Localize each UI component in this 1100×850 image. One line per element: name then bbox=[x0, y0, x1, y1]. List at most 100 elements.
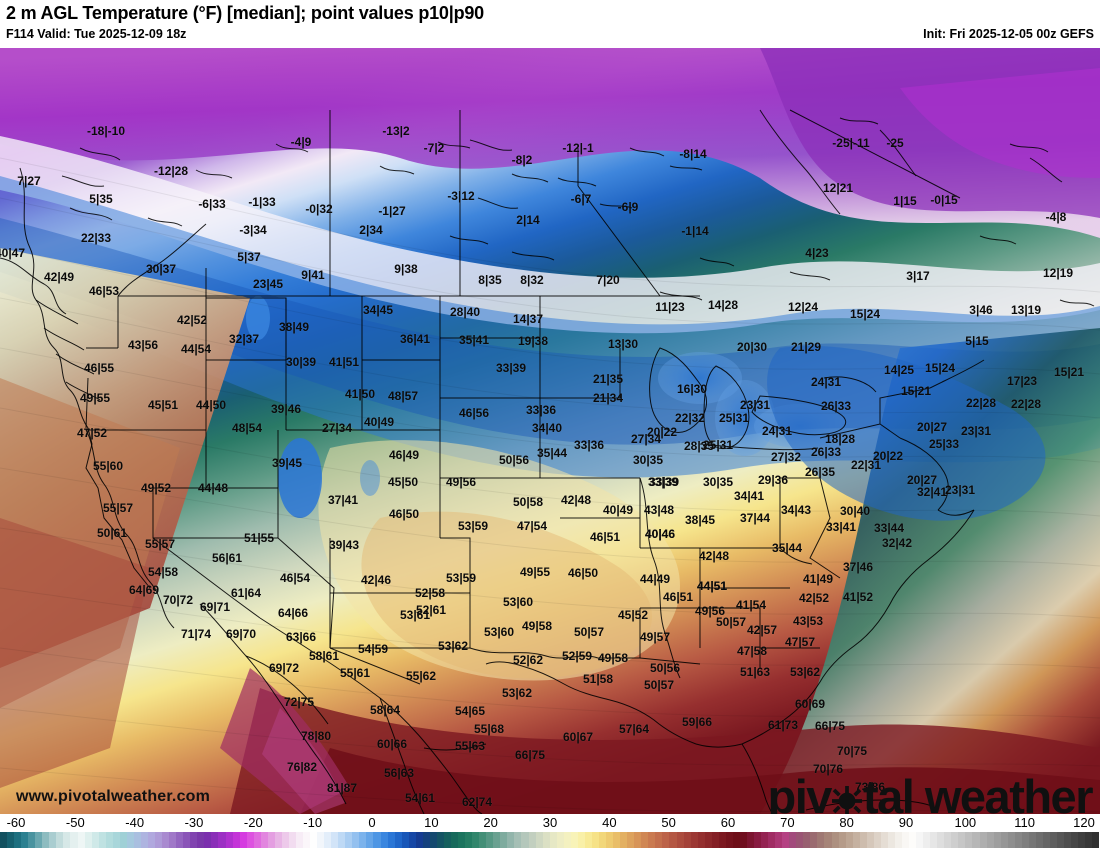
colorbar-segment bbox=[704, 832, 712, 848]
colorbar-segment bbox=[84, 832, 92, 848]
colorbar-segment bbox=[176, 832, 184, 848]
colorbar-segment bbox=[782, 832, 790, 848]
colorbar-segment bbox=[401, 832, 409, 848]
colorbar-segment bbox=[627, 832, 635, 848]
colorbar-segment bbox=[77, 832, 85, 848]
colorbar-segment bbox=[415, 832, 423, 848]
colorbar-segment bbox=[500, 832, 508, 848]
page-title: 2 m AGL Temperature (°F) [median]; point… bbox=[6, 3, 484, 23]
colorbar-segment bbox=[303, 832, 311, 848]
colorbar-segment bbox=[28, 832, 36, 848]
colorbar-segment bbox=[366, 832, 374, 848]
colorbar-segment bbox=[909, 832, 917, 848]
colorbar-segment bbox=[486, 832, 494, 848]
colorbar-segment bbox=[549, 832, 557, 848]
colorbar-segment bbox=[951, 832, 959, 848]
colorbar-segment bbox=[352, 832, 360, 848]
colorbar-segment bbox=[754, 832, 762, 848]
colorbar-segment bbox=[310, 832, 318, 848]
colorbar-segment bbox=[1000, 832, 1008, 848]
colorbar-segment bbox=[253, 832, 261, 848]
colorbar-segment bbox=[140, 832, 148, 848]
colorbar-segment bbox=[281, 832, 289, 848]
colorbar-segment bbox=[937, 832, 945, 848]
colorbar-segment bbox=[972, 832, 980, 848]
colorbar-segment bbox=[1007, 832, 1015, 848]
colorbar-segment bbox=[768, 832, 776, 848]
colorbar-segment bbox=[324, 832, 332, 848]
colorbar-segment bbox=[718, 832, 726, 848]
colorbar-tick-label: 70 bbox=[780, 815, 795, 830]
colorbar-segment bbox=[958, 832, 966, 848]
colorbar-segment bbox=[676, 832, 684, 848]
colorbar-segment bbox=[507, 832, 515, 848]
map-header: 2 m AGL Temperature (°F) [median]; point… bbox=[0, 0, 1100, 48]
colorbar-segment bbox=[239, 832, 247, 848]
colorbar-segment bbox=[211, 832, 219, 848]
colorbar-segment bbox=[944, 832, 952, 848]
colorbar-segment bbox=[246, 832, 254, 848]
colorbar-segment bbox=[831, 832, 839, 848]
colorbar-segment bbox=[338, 832, 346, 848]
colorbar-segment bbox=[225, 832, 233, 848]
colorbar-segment bbox=[873, 832, 881, 848]
colorbar-segment bbox=[451, 832, 459, 848]
colorbar-tick-label: 0 bbox=[368, 815, 376, 830]
colorbar-segment bbox=[662, 832, 670, 848]
colorbar-segment bbox=[810, 832, 818, 848]
colorbar-segment bbox=[1078, 832, 1086, 848]
map-raster bbox=[0, 48, 1100, 814]
logo-text-a: piv bbox=[767, 770, 833, 814]
colorbar-segment bbox=[986, 832, 994, 848]
colorbar-tick-label: 80 bbox=[839, 815, 854, 830]
temperature-map[interactable]: -18|-10 7|27 -12|28 5|35 -6|33 -1|33 -0|32 -3|3… bbox=[0, 48, 1100, 814]
colorbar-segment bbox=[35, 832, 43, 848]
colorbar-tick-label: -50 bbox=[65, 815, 85, 830]
colorbar-segment bbox=[916, 832, 924, 848]
colorbar-segment bbox=[789, 832, 797, 848]
colorbar-segment bbox=[169, 832, 177, 848]
colorbar-segment bbox=[133, 832, 141, 848]
colorbar-segment bbox=[443, 832, 451, 848]
colorbar-tick-label: 20 bbox=[483, 815, 498, 830]
colorbar-segment bbox=[725, 832, 733, 848]
colorbar-segment bbox=[21, 832, 29, 848]
colorbar[interactable] bbox=[0, 832, 1100, 848]
colorbar-segment bbox=[14, 832, 22, 848]
colorbar-segment bbox=[979, 832, 987, 848]
colorbar-segment bbox=[556, 832, 564, 848]
colorbar-tick-label: -20 bbox=[243, 815, 263, 830]
colorbar-segment bbox=[514, 832, 522, 848]
colorbar-segment bbox=[761, 832, 769, 848]
colorbar-segment bbox=[803, 832, 811, 848]
colorbar-segment bbox=[880, 832, 888, 848]
colorbar-segment bbox=[295, 832, 304, 848]
colorbar-segment bbox=[669, 832, 677, 848]
colorbar-segment bbox=[838, 832, 846, 848]
colorbar-segment bbox=[817, 832, 825, 848]
colorbar-tick-label: 110 bbox=[1014, 815, 1036, 830]
colorbar-segment bbox=[190, 832, 198, 848]
colorbar-segment bbox=[563, 832, 571, 848]
colorbar-segment bbox=[345, 832, 353, 848]
colorbar-segment bbox=[267, 832, 275, 848]
colorbar-segment bbox=[641, 832, 649, 848]
colorbar-segment bbox=[1071, 832, 1079, 848]
colorbar-segment bbox=[331, 832, 339, 848]
colorbar-tick-label: 30 bbox=[542, 815, 558, 830]
colorbar-segment bbox=[56, 832, 64, 848]
colorbar-segment bbox=[373, 832, 381, 848]
colorbar-segment bbox=[824, 832, 832, 848]
colorbar-segment bbox=[620, 832, 628, 848]
colorbar-tick-label: 40 bbox=[602, 815, 617, 830]
colorbar-segment bbox=[162, 832, 170, 848]
colorbar-tick-label: -10 bbox=[303, 815, 323, 830]
colorbar-segment bbox=[591, 832, 599, 848]
colorbar-area[interactable]: -60 -50 -40 -30 -20 -10 0 10 20 30 40 50 60 70 80 90 100… bbox=[0, 814, 1100, 850]
colorbar-segment bbox=[63, 832, 71, 848]
colorbar-segment bbox=[274, 832, 282, 848]
colorbar-segment bbox=[1092, 832, 1100, 848]
colorbar-segment bbox=[147, 832, 156, 848]
colorbar-segment bbox=[126, 832, 134, 848]
